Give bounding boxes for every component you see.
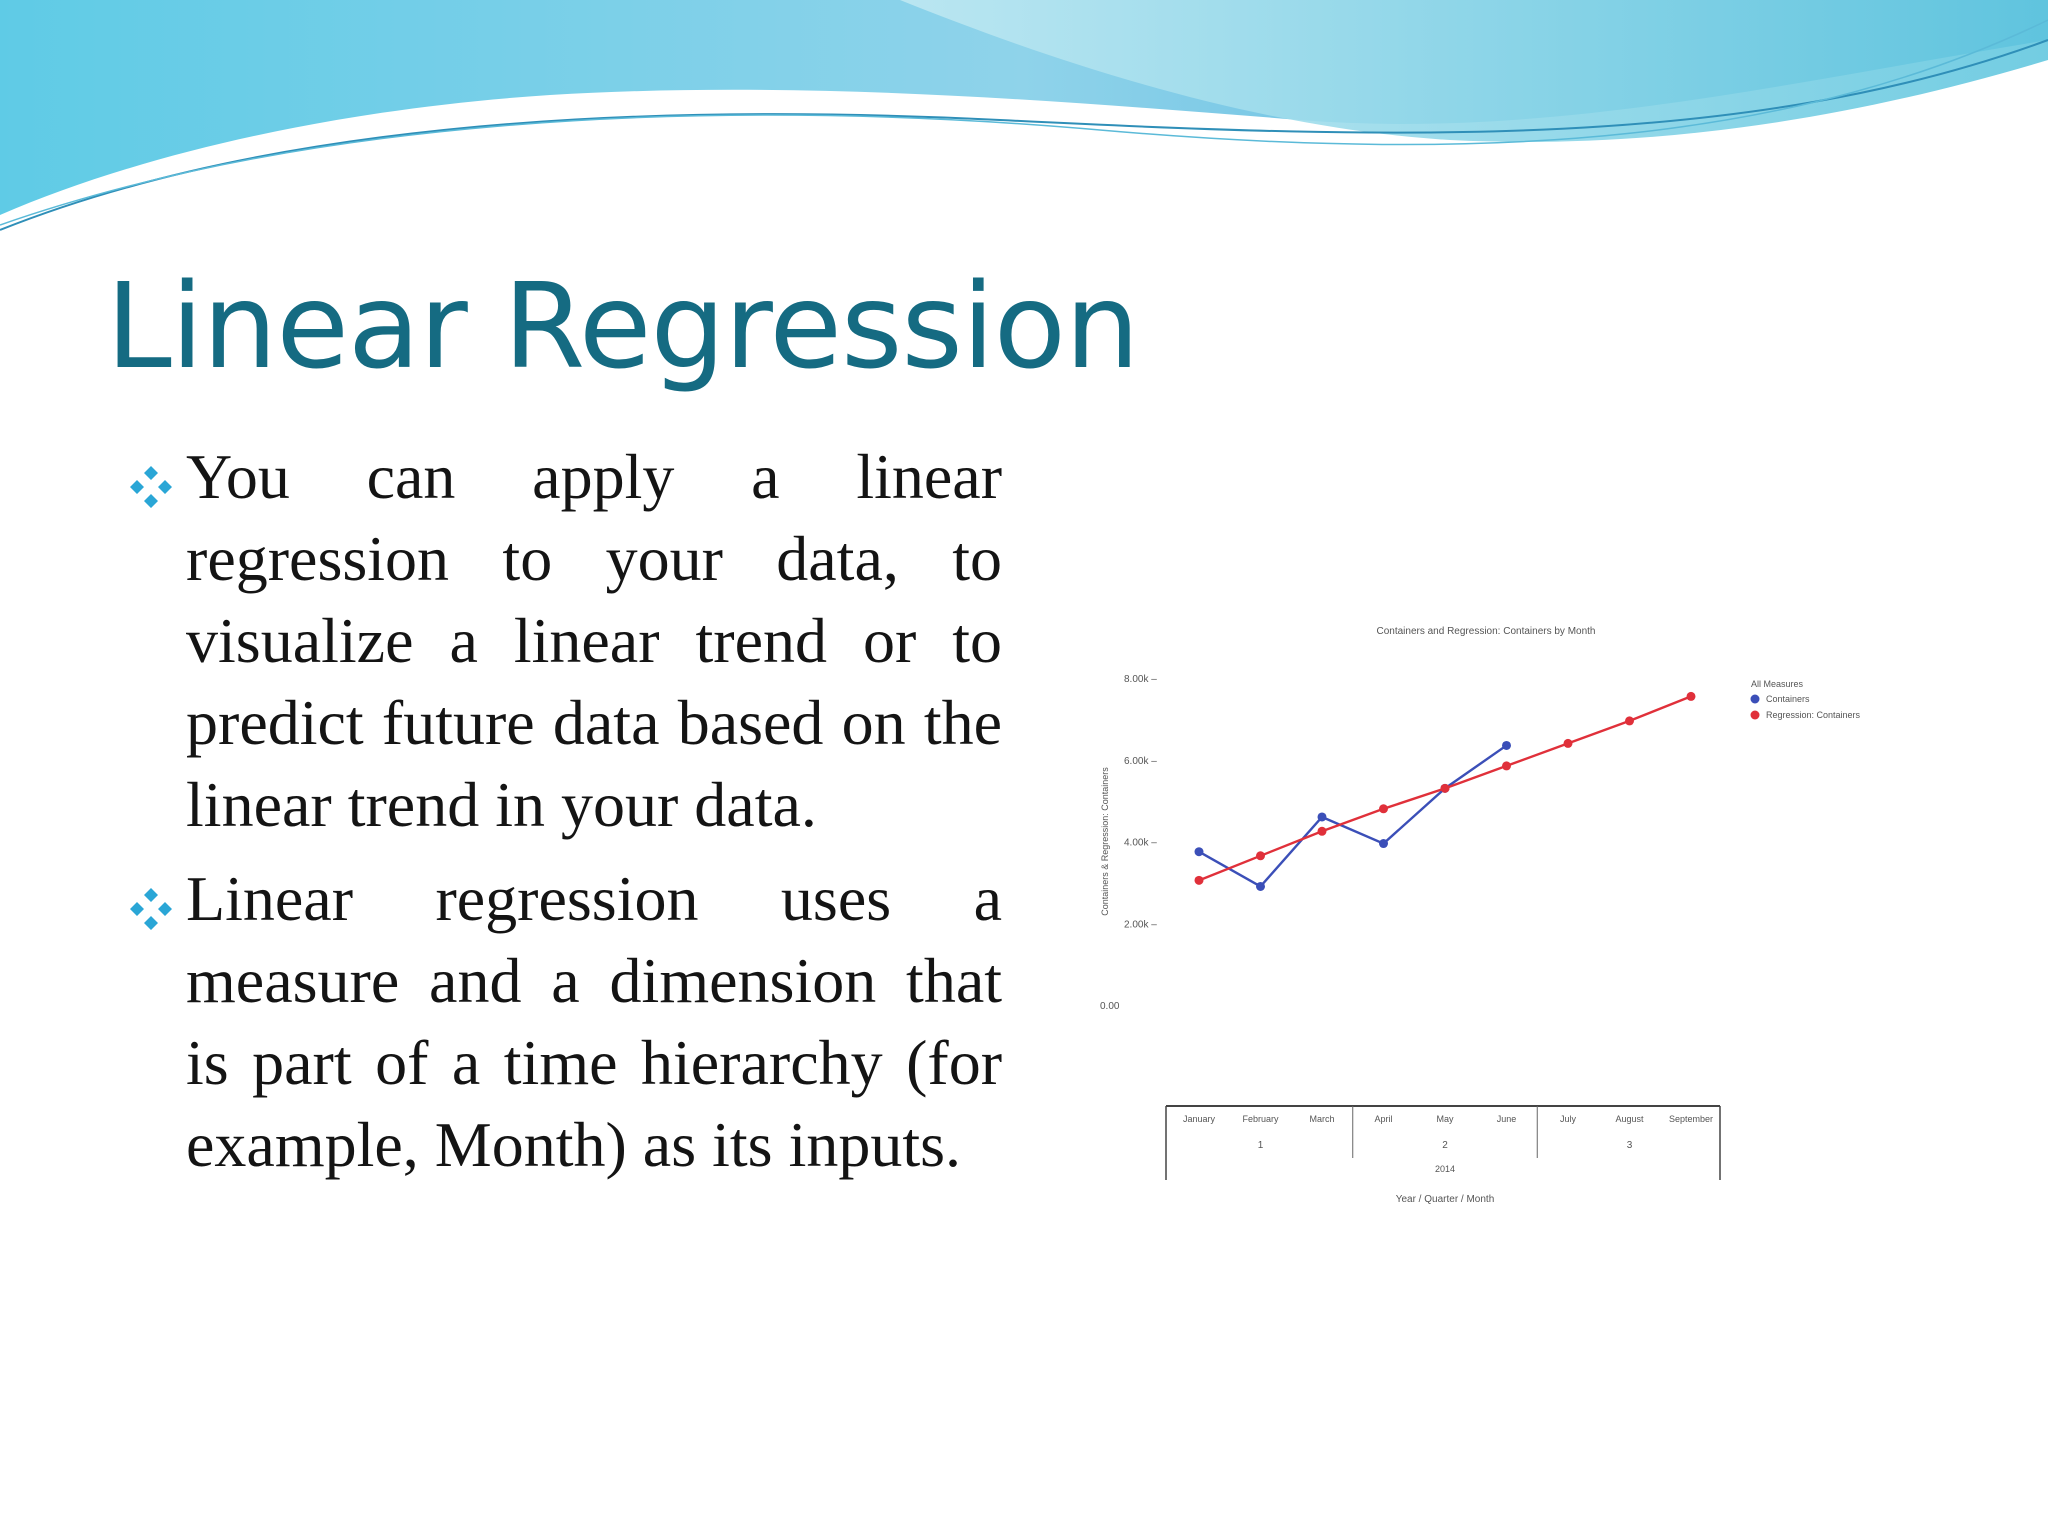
regression-chart: Containers and Regression: Containers by… (1086, 610, 1886, 1230)
bullet-text: You can apply a linear regression to you… (186, 441, 1002, 840)
header-wave-banner (0, 0, 2048, 231)
bullet-item: Linear regression uses a measure and a d… (122, 858, 1002, 1186)
x-axis-label: Year / Quarter / Month (1396, 1194, 1495, 1205)
y-tick-label: 2.00k – (1124, 919, 1157, 930)
legend-entry: Regression: Containers (1766, 710, 1861, 720)
data-point (1502, 740, 1511, 750)
series-line (1198, 744, 1508, 888)
data-point (1563, 738, 1573, 748)
chart-title: Containers and Regression: Containers by… (1376, 626, 1595, 637)
chart-svg: Containers and Regression: Containers by… (1100, 626, 1861, 1205)
y-axis-label: Containers & Regression: Containers (1100, 767, 1110, 916)
quarter-label: 1 (1258, 1140, 1264, 1151)
x-tick-label: July (1560, 1114, 1577, 1124)
x-tick-label: June (1497, 1114, 1517, 1124)
data-point (1379, 839, 1388, 849)
legend-marker (1750, 710, 1760, 720)
y-tick-label: 6.00k – (1124, 756, 1157, 767)
data-point (1317, 812, 1327, 822)
bullet-list: You can apply a linear regression to you… (122, 436, 1002, 1198)
legend-marker (1750, 694, 1760, 704)
x-tick-label: May (1436, 1114, 1454, 1124)
data-point (1686, 691, 1696, 701)
four-diamond-bullet-icon (130, 466, 172, 508)
legend-entry: Containers (1766, 694, 1810, 704)
data-point (1502, 761, 1511, 771)
y-tick-label: 4.00k – (1124, 838, 1157, 849)
x-tick-label: February (1242, 1114, 1279, 1124)
data-point (1379, 804, 1388, 814)
data-point (1440, 783, 1450, 793)
year-label: 2014 (1435, 1164, 1455, 1174)
data-point (1317, 826, 1327, 836)
data-point (1194, 875, 1204, 885)
bullet-item: You can apply a linear regression to you… (122, 436, 1002, 846)
x-tick-label: August (1615, 1114, 1644, 1124)
data-point (1625, 716, 1634, 726)
x-tick-label: March (1309, 1114, 1334, 1124)
quarter-label: 2 (1442, 1140, 1448, 1151)
slide-title: Linear Regression (106, 257, 1140, 395)
four-diamond-bullet-icon (130, 888, 172, 930)
data-point (1256, 851, 1265, 861)
x-tick-label: January (1183, 1114, 1216, 1124)
y-tick-label: 0.00 (1100, 1001, 1120, 1012)
x-tick-label: April (1374, 1114, 1392, 1124)
legend-title: All Measures (1751, 679, 1804, 689)
y-tick-label: 8.00k – (1124, 674, 1157, 685)
data-point (1194, 847, 1204, 857)
data-point (1256, 881, 1265, 891)
x-tick-label: September (1669, 1114, 1713, 1124)
bullet-text: Linear regression uses a measure and a d… (186, 863, 1002, 1180)
quarter-label: 3 (1627, 1140, 1633, 1151)
